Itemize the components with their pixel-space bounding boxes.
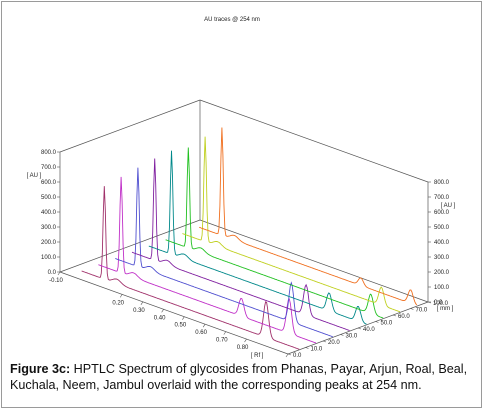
rf-tick-label: 0.70: [216, 338, 228, 344]
au-tick-label-left: 100.0: [41, 255, 57, 261]
back-left-floor-line: [59, 219, 201, 273]
rf-tick-label: 0.80: [237, 345, 249, 351]
au-tick-label-left: 600.0: [41, 180, 57, 186]
mm-tick-mark: [357, 327, 362, 330]
au-tick-label-right: 700.0: [434, 195, 450, 201]
mm-tick-mark: [410, 308, 414, 310]
chromatogram-tracks: [81, 127, 418, 350]
au-tick-label-left: 800.0: [41, 150, 57, 156]
au-tick-label-left: 300.0: [41, 225, 57, 231]
rf-tick-mark: [140, 301, 144, 305]
mm-tick-label: 100.0: [433, 301, 449, 307]
mm-tick-label: 70.0: [416, 308, 428, 314]
rf-tick-label: 0.40: [154, 315, 166, 321]
axis-labels: 0.0100.0200.0300.0400.0500.0600.0700.080…: [27, 150, 456, 359]
rf-tick-mark: [244, 338, 247, 343]
mm-tick-mark: [392, 314, 397, 317]
mm-tick-label: 50.0: [381, 321, 393, 327]
chromatogram-trace-8: [199, 127, 418, 306]
chromatogram-trace-7: [182, 136, 401, 313]
rf-axis-line: [59, 271, 289, 355]
au-tick-label-right: 100.0: [434, 285, 450, 291]
au-tick-label-left: 700.0: [41, 165, 57, 171]
au-tick-label-right: 800.0: [434, 180, 450, 186]
rf-tick-mark: [182, 316, 185, 320]
au-tick-label-left: 200.0: [41, 240, 57, 246]
mm-tick-label: 40.0: [363, 327, 375, 333]
axes-box: [57, 99, 432, 358]
au-tick-label-right: 400.0: [434, 240, 450, 246]
mm-tick-mark: [322, 340, 327, 343]
mm-axis-label: [ mm ]: [437, 306, 454, 312]
caption-label: Figure 3c:: [10, 362, 71, 376]
chromatogram-trace-6: [165, 147, 384, 319]
mm-tick-label: 30.0: [346, 334, 358, 340]
caption-text: HPTLC Spectrum of glycosides from Phanas…: [10, 362, 468, 392]
mm-tick-mark: [375, 321, 379, 323]
mm-tick-mark: [287, 353, 292, 356]
rf-tick-mark: [161, 309, 164, 313]
mm-tick-label: 60.0: [398, 314, 410, 320]
au-axis-label-right: [ AU ]: [441, 203, 456, 209]
mm-tick-mark: [305, 347, 309, 349]
au-tick-label-right: 300.0: [434, 255, 450, 261]
rf-tick-label: 0.20: [112, 300, 124, 306]
top-back-edge-line: [199, 99, 429, 183]
chromatogram-trace-5: [148, 150, 367, 325]
chart-title: AU traces @ 254 nm: [204, 17, 260, 23]
mm-tick-mark: [340, 334, 344, 336]
rf-tick-mark: [119, 294, 123, 298]
figure-caption: Figure 3c: HPTLC Spectrum of glycosides …: [10, 361, 475, 393]
top-left-edge-line: [59, 99, 201, 153]
rf-tick-mark: [285, 353, 289, 358]
rf-tick-mark: [202, 324, 206, 328]
au-tick-label-left: 500.0: [41, 195, 57, 201]
rf-tick-label: 0.30: [133, 308, 145, 314]
rf-axis-label: [ Rf ]: [251, 353, 264, 359]
au-tick-label-right: 500.0: [434, 225, 450, 231]
chromatogram-trace-1: [81, 186, 300, 350]
back-floor-line: [199, 219, 429, 303]
au-tick-label-right: 0.0: [434, 300, 443, 306]
mm-tick-mark: [427, 301, 432, 304]
rf-tick-label: 0.60: [195, 330, 207, 336]
chromatogram-trace-3: [115, 167, 333, 338]
au-tick-label-right: 600.0: [434, 210, 450, 216]
hptlc-3d-chart: AU traces @ 254 nm 0.0100.0200.0300.0400…: [27, 17, 456, 359]
rf-tick-label: -0.10: [49, 278, 63, 284]
au-axis-label-left: [ AU ]: [27, 173, 42, 179]
rf-tick-label: 0.50: [175, 323, 187, 329]
au-tick-label-left: 0.0: [48, 270, 57, 276]
au-tick-label-right: 200.0: [434, 270, 450, 276]
rf-tick-mark: [57, 271, 61, 276]
mm-tick-label: 0.0: [293, 353, 302, 359]
mm-tick-label: 10.0: [311, 347, 323, 353]
au-tick-label-left: 400.0: [41, 210, 57, 216]
chromatogram-trace-4: [131, 158, 350, 331]
rf-tick-mark: [223, 331, 227, 335]
chromatogram-trace-2: [98, 176, 317, 344]
mm-tick-label: 20.0: [328, 340, 340, 346]
